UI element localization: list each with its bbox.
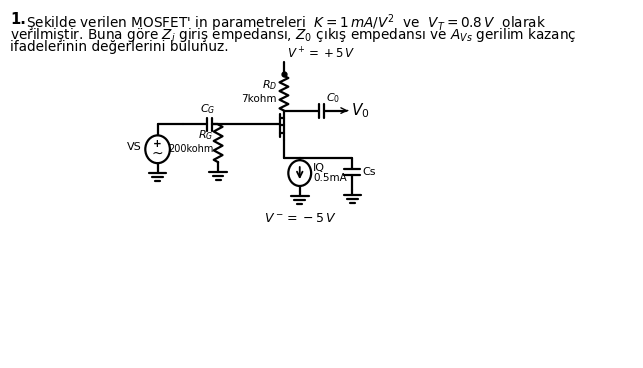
Text: +: + bbox=[153, 139, 162, 149]
Text: verilmiştir. Buna göre $Z_i$ giriş empedansı, $Z_0$ çıkış empedansı ve $A_{Vs}$ : verilmiştir. Buna göre $Z_i$ giriş emped… bbox=[10, 26, 577, 44]
Text: VS: VS bbox=[127, 142, 142, 152]
Text: $V_0$: $V_0$ bbox=[350, 101, 369, 120]
Text: 200kohm: 200kohm bbox=[168, 144, 213, 154]
Text: ifadelerinin değerlerini bulunuz.: ifadelerinin değerlerini bulunuz. bbox=[10, 40, 229, 54]
Text: ~: ~ bbox=[152, 146, 163, 160]
Text: $V^+=+5\,V$: $V^+=+5\,V$ bbox=[287, 47, 356, 62]
Text: Cs: Cs bbox=[362, 167, 376, 177]
Text: 1.: 1. bbox=[10, 12, 26, 27]
Text: $V^-=-5\,V$: $V^-=-5\,V$ bbox=[264, 212, 336, 225]
Text: $C_0$: $C_0$ bbox=[326, 91, 340, 105]
Text: Şekilde verilen MOSFET' in parametreleri  $K = 1\,mA/V^2$  ve  $V_T = 0.8\,V$  o: Şekilde verilen MOSFET' in parametreleri… bbox=[26, 12, 546, 34]
Text: $C_G$: $C_G$ bbox=[200, 102, 215, 116]
Text: 0.5mA: 0.5mA bbox=[313, 173, 347, 183]
Text: IQ: IQ bbox=[313, 163, 325, 173]
Text: $R_G$: $R_G$ bbox=[199, 128, 213, 142]
Text: $R_D$: $R_D$ bbox=[262, 78, 277, 92]
Text: 7kohm: 7kohm bbox=[241, 94, 277, 104]
